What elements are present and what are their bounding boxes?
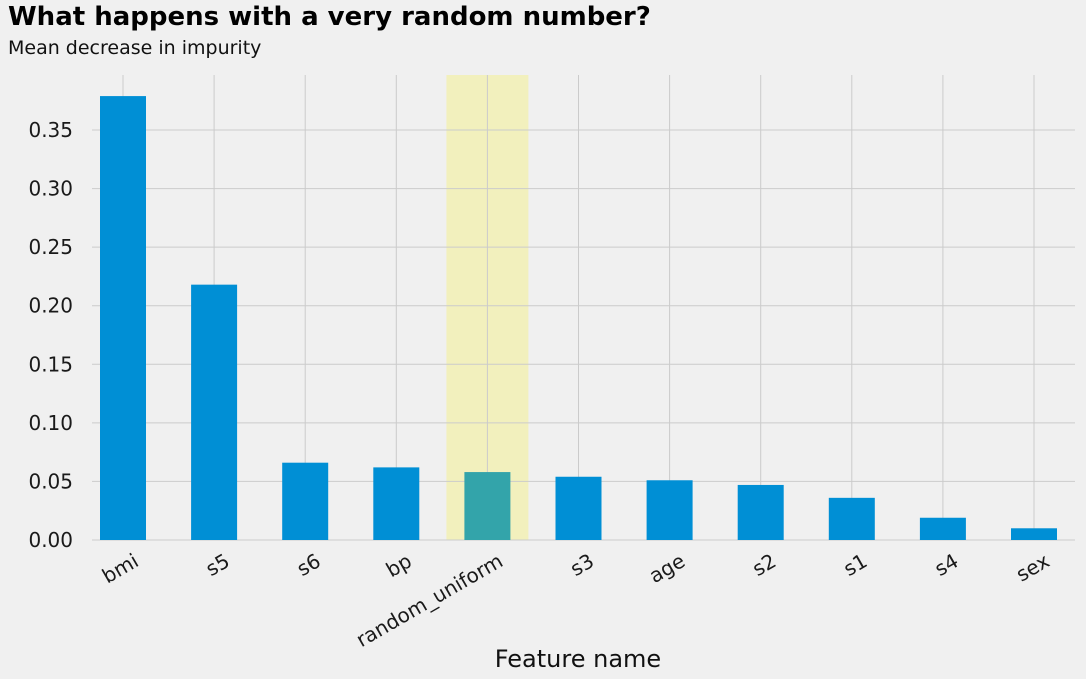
y-tick-label: 0.00: [28, 528, 73, 552]
y-tick-label: 0.05: [28, 469, 73, 493]
chart-title: What happens with a very random number?: [8, 2, 651, 32]
x-tick-label: age: [645, 549, 689, 588]
x-tick-label: s5: [202, 549, 234, 581]
bar-s2: [737, 484, 784, 540]
bar-age: [646, 480, 693, 540]
bar-s1: [828, 497, 875, 540]
x-tick-label: s4: [930, 549, 962, 581]
x-tick-label: s3: [566, 549, 598, 581]
bar-bmi: [100, 96, 146, 540]
chart-subtitle: Mean decrease in impurity: [8, 37, 262, 59]
bar-s6: [282, 462, 329, 540]
bar-s5: [191, 284, 238, 540]
y-tick-label: 0.10: [28, 411, 73, 435]
y-tick-label: 0.15: [28, 352, 73, 376]
bar-sex: [1011, 528, 1057, 540]
x-tick-label: sex: [1012, 548, 1054, 586]
y-tick-label: 0.20: [28, 294, 73, 318]
bar-s3: [555, 476, 602, 540]
y-tick-label: 0.30: [28, 177, 73, 201]
x-axis-title: Feature name: [495, 645, 661, 673]
bar-random-uniform: [464, 472, 511, 540]
y-tick-label: 0.35: [28, 118, 73, 142]
x-tick-label: s2: [748, 549, 780, 581]
x-tick-label: s6: [293, 549, 325, 581]
x-tick-label: bmi: [98, 549, 143, 589]
x-tick-label: random_uniform: [352, 549, 507, 652]
bar-s4: [919, 517, 966, 540]
x-tick-label: s1: [839, 549, 871, 581]
bar-bp: [373, 467, 420, 540]
y-tick-label: 0.25: [28, 235, 73, 259]
x-tick-label: bp: [382, 549, 416, 582]
